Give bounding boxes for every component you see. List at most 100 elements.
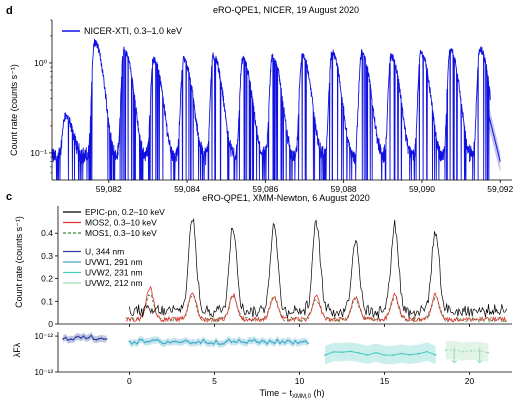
uv-point — [179, 341, 182, 344]
uv-point — [202, 338, 205, 341]
uv-point — [392, 354, 394, 356]
uv-point — [245, 342, 248, 345]
uv-xtick-label: 15 — [380, 376, 390, 386]
uv-point — [197, 340, 200, 343]
uv-point — [332, 351, 335, 353]
uv-point — [75, 336, 77, 338]
panel-c-axes: 0 0.1 0.2 0.3 0.4 — [41, 206, 512, 329]
uv-point — [358, 352, 360, 354]
uv-xtick-label: 20 — [465, 376, 475, 386]
uv-point — [222, 342, 225, 345]
uv-point — [92, 338, 95, 341]
panel-c-ytick-label: 0.4 — [41, 228, 53, 238]
uv-point — [291, 342, 294, 345]
uv-point — [233, 340, 235, 343]
uv-point — [263, 340, 266, 343]
panel-d-xtick-label: 59,090 — [409, 184, 435, 194]
panel-d-ytick-label: 10⁰ — [34, 58, 47, 68]
uv-point — [271, 341, 274, 344]
uv-point — [90, 334, 93, 337]
uv-point — [220, 343, 223, 345]
panel-d-legend: NICER-XTI, 0.3–1.0 keV — [62, 26, 182, 36]
uv-point — [85, 337, 87, 340]
legend-label: U, 344 nm — [85, 247, 124, 257]
uv-upper-limit-arrow — [476, 359, 483, 364]
uv-point — [461, 350, 464, 353]
uv-point — [286, 339, 289, 342]
xlabel-sub: XMM,0 — [292, 394, 312, 400]
legend-label: UVW1, 291 nm — [85, 257, 143, 267]
uv-band — [129, 336, 308, 348]
panel-d-axes: 59,082 59,084 59,086 59,088 59,090 59,092 10⁻¹… — [30, 19, 514, 194]
uv-point — [82, 335, 85, 338]
uv-point — [194, 342, 197, 344]
uv-point — [103, 338, 105, 340]
uv-point — [304, 340, 307, 342]
uv-point — [341, 351, 343, 354]
uv-point — [171, 340, 174, 343]
uv-point — [210, 342, 212, 344]
uv-point — [146, 340, 149, 343]
nicer-lightcurve — [51, 38, 491, 181]
legend-label: MOS1, 0.3–10 keV — [85, 228, 157, 238]
panel-d-title: eRO-QPE1, NICER, 19 August 2020 — [213, 5, 359, 15]
panel-c-xlabel: Time − tXMM,0 (h) — [260, 388, 325, 400]
uv-band — [325, 342, 436, 365]
uv-point — [136, 342, 139, 345]
uv-point — [235, 341, 238, 344]
uv-point — [143, 341, 146, 344]
panel-d-plot — [51, 38, 501, 181]
uv-point — [253, 338, 256, 341]
uv-plot — [62, 332, 490, 365]
uv-point — [294, 340, 297, 342]
uv-point — [307, 342, 309, 345]
uv-point — [261, 339, 263, 342]
uv-upper-limit-arrow — [451, 359, 458, 364]
uv-xtick-label: 10 — [295, 376, 305, 386]
uv-point — [100, 337, 103, 340]
panel-d-xtick-label: 59,086 — [252, 184, 278, 194]
uv-point — [177, 341, 179, 343]
uv-point — [189, 342, 192, 345]
uv-point — [302, 340, 304, 343]
legend-label: EPIC-pn, 0.2–10 keV — [85, 207, 165, 217]
uv-point — [166, 340, 169, 343]
lightcurve-mos2 — [125, 285, 507, 323]
uv-ytick-label: 10⁻¹² — [35, 332, 54, 341]
uv-point — [205, 341, 207, 344]
uv-ylabel: λFλ — [12, 342, 22, 357]
uv-point — [215, 339, 218, 342]
lightcurve-epic-pn — [129, 217, 508, 319]
uv-point — [138, 338, 141, 341]
uv-point — [80, 337, 82, 339]
uv-point — [131, 342, 133, 345]
legend-label: MOS2, 0.3–10 keV — [85, 218, 157, 228]
uv-point — [69, 338, 72, 341]
uv-point — [250, 340, 253, 342]
uv-point — [77, 335, 80, 338]
uv-point — [128, 340, 131, 343]
uv-point — [184, 339, 187, 342]
uv-point — [470, 349, 473, 352]
uv-point — [161, 342, 164, 345]
uv-point — [67, 339, 70, 341]
nicer-decay-line — [488, 113, 501, 162]
uv-point — [199, 342, 202, 344]
uv-point — [217, 343, 220, 345]
panel-c-title: eRO-QPE1, XMM-Newton, 6 August 2020 — [202, 193, 370, 203]
uv-point — [409, 353, 411, 356]
uv-point — [187, 340, 190, 343]
uv-point — [207, 342, 210, 345]
uv-point — [243, 341, 246, 344]
uv-point — [156, 338, 159, 341]
uv-point — [256, 341, 258, 343]
panel-d-xtick-label: 59,092 — [487, 184, 513, 194]
uv-point — [324, 354, 326, 356]
uv-xtick-label: 5 — [212, 376, 217, 386]
uv-point — [258, 341, 261, 344]
uv-point — [230, 341, 233, 344]
uv-point — [225, 340, 228, 343]
uv-point — [299, 341, 302, 344]
panel-d-xtick-label: 59,082 — [96, 184, 122, 194]
